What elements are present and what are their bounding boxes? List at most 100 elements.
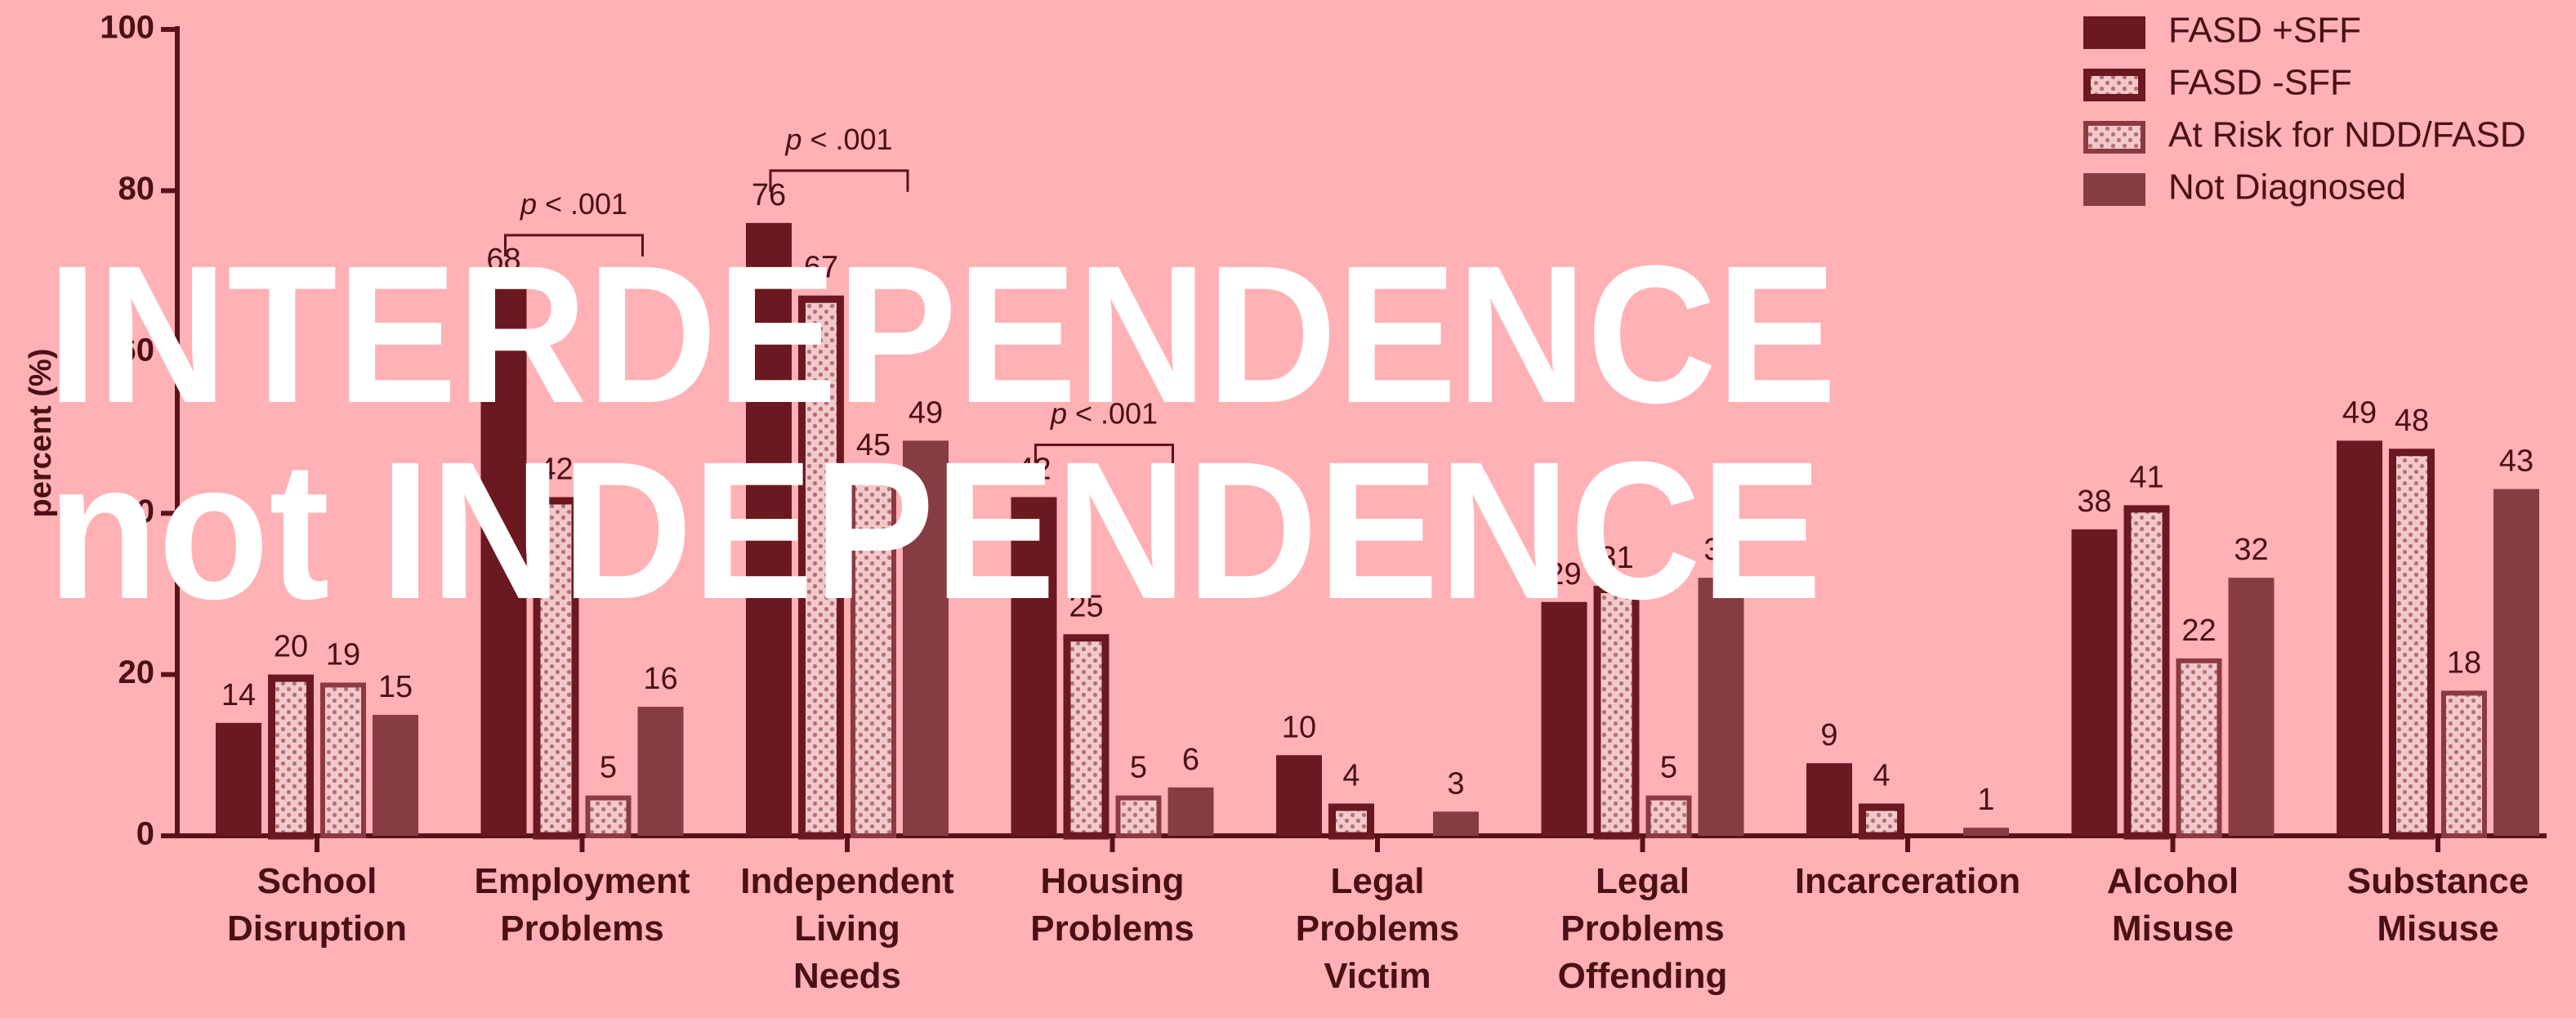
- bar: [268, 674, 314, 840]
- significance-bracket: [769, 169, 909, 192]
- x-tick-label: Legal Problems Victim: [1296, 861, 1460, 996]
- legend-swatch: [2083, 121, 2145, 154]
- value-label: 9: [1820, 718, 1837, 752]
- value-label: 3: [1447, 766, 1464, 801]
- annotation: p < .001: [784, 123, 892, 156]
- legend-swatch: [2083, 16, 2145, 49]
- value-label: 5: [1660, 751, 1677, 785]
- x-tick-label: Independent Living Needs: [740, 861, 954, 996]
- legend-label: Not Diagnosed: [2168, 167, 2406, 208]
- legend-label: FASD +SFF: [2168, 11, 2361, 51]
- value-label: 22: [2181, 614, 2216, 648]
- bar: [1276, 755, 1322, 836]
- bar: [1011, 497, 1057, 836]
- legend-swatch: [2083, 173, 2145, 206]
- value-label: 25: [1069, 589, 1103, 623]
- significance-bracket: [504, 234, 644, 257]
- value-label: 20: [274, 630, 308, 664]
- legend-label: At Risk for NDD/FASD: [2168, 115, 2526, 155]
- value-label: 4: [1873, 759, 1890, 793]
- x-tick-label: Incarceration: [1795, 861, 2020, 901]
- value-label: 38: [2077, 484, 2111, 519]
- y-tick-label: 100: [100, 10, 154, 46]
- bar: [1698, 578, 1744, 836]
- bar: [1063, 634, 1109, 840]
- x-tick-label: Substance Misuse: [2347, 861, 2529, 949]
- value-label: 10: [1282, 710, 1316, 744]
- bar: [2493, 489, 2539, 836]
- significance-bracket: [1034, 443, 1174, 467]
- value-label: 18: [2447, 645, 2481, 680]
- bar: [2071, 529, 2118, 836]
- value-label: 41: [2129, 460, 2163, 494]
- bar: [2123, 505, 2170, 840]
- bar: [1963, 828, 2009, 836]
- bar: [533, 497, 579, 840]
- x-tick-label: School Disruption: [227, 861, 407, 949]
- value-label: 42: [538, 452, 573, 486]
- x-tick-label: Legal Problems Offending: [1558, 861, 1728, 996]
- bar: [746, 222, 792, 836]
- y-tick-label: 60: [118, 332, 155, 368]
- bar: [2389, 449, 2435, 840]
- bar: [1593, 586, 1640, 840]
- plot-area: 0 20 40 60 80 100 School Disruption Employment Pr…: [100, 10, 2547, 996]
- legend-label: FASD -SFF: [2168, 63, 2352, 103]
- value-label: 67: [804, 251, 838, 285]
- value-label: 5: [600, 751, 617, 785]
- value-label: 45: [856, 428, 891, 462]
- bar: [637, 707, 684, 836]
- bar: [1328, 803, 1374, 840]
- bar: [850, 472, 896, 838]
- value-label: 14: [221, 678, 256, 712]
- value-label: 6: [1182, 743, 1199, 777]
- value-label: 42: [1016, 452, 1051, 486]
- bar: [585, 795, 632, 839]
- value-label: 1: [1977, 783, 1994, 817]
- bar: [373, 714, 418, 836]
- bar: [903, 440, 949, 836]
- overlay-text: INTERDEPENDENCE: [47, 225, 1837, 444]
- value-label: 4: [1342, 759, 1359, 793]
- x-tick-label: Alcohol Misuse: [2107, 861, 2239, 949]
- value-label: 49: [909, 395, 943, 430]
- y-axis-label: percent (%): [24, 349, 58, 518]
- bar: [320, 682, 366, 838]
- bar: [1433, 811, 1479, 836]
- bar: [216, 722, 261, 836]
- value-label: 32: [2234, 533, 2268, 567]
- value-label: 68: [486, 243, 520, 277]
- bar: [798, 295, 844, 840]
- y-tick-label: 20: [118, 654, 155, 690]
- bar: [1645, 795, 1692, 839]
- bar: [1806, 763, 1852, 836]
- value-label: 48: [2395, 404, 2429, 438]
- x-tick-label: Employment Problems: [474, 861, 690, 949]
- value-label: 29: [1547, 557, 1581, 592]
- value-label: 5: [1130, 751, 1147, 785]
- y-tick-label: 40: [118, 493, 155, 529]
- bar: [2441, 690, 2487, 839]
- x-tick-label: Housing Problems: [1030, 861, 1194, 949]
- value-label: 76: [752, 178, 786, 212]
- y-tick-label: 0: [136, 816, 154, 852]
- bar: [2228, 578, 2275, 836]
- bar: [1115, 795, 1162, 839]
- bar: [1859, 803, 1904, 840]
- value-label: 43: [2499, 444, 2534, 479]
- y-tick-label: 80: [118, 171, 155, 207]
- bar: [2337, 440, 2382, 836]
- value-label: 31: [1599, 541, 1633, 575]
- annotation: p < .001: [1050, 396, 1158, 430]
- bar: [2176, 658, 2222, 838]
- bar: [1167, 787, 1214, 836]
- legend-swatch: [2083, 69, 2145, 101]
- value-label: 19: [326, 637, 360, 672]
- bar: [480, 287, 527, 837]
- bar: [1541, 601, 1587, 836]
- annotation: p < .001: [520, 187, 627, 221]
- value-label: 16: [643, 662, 677, 696]
- value-label: 32: [1703, 533, 1738, 567]
